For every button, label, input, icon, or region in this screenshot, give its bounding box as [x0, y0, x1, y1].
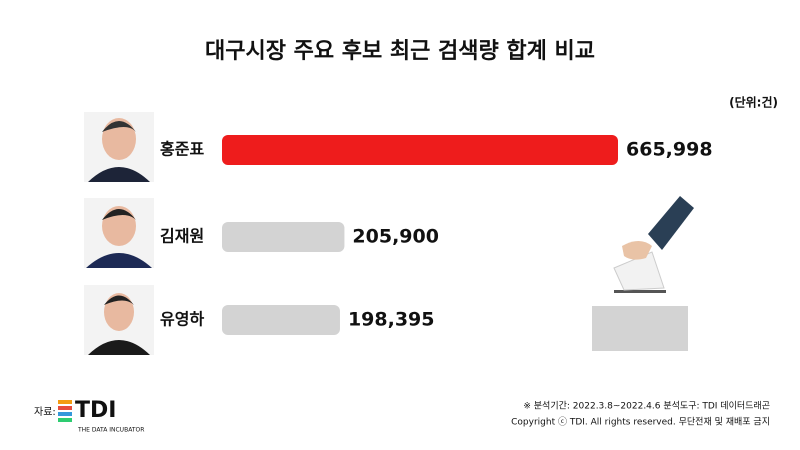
logo-tagline: THE DATA INCUBATOR	[77, 427, 144, 434]
chart-title: 대구시장 주요 후보 최근 검색량 합계 비교	[205, 38, 595, 64]
value-label: 205,900	[352, 226, 439, 248]
unit-label: (단위:건)	[729, 95, 778, 110]
ballot-illustration	[592, 196, 694, 351]
category-label: 홍준표	[160, 140, 204, 159]
logo: TDI	[75, 398, 116, 423]
value-label: 665,998	[626, 139, 713, 161]
bar	[222, 135, 618, 165]
portrait	[84, 285, 154, 355]
category-label: 유영하	[160, 310, 204, 329]
source-label: 자료:	[34, 406, 56, 418]
note: Copyright ⓒ TDI. All rights reserved. 무단…	[511, 416, 770, 428]
portrait	[84, 112, 154, 182]
bar	[222, 305, 340, 335]
note: ※ 분석기간: 2022.3.8~2022.4.6 분석도구: TDI 데이터드…	[523, 401, 770, 412]
bar	[222, 222, 345, 252]
portrait	[84, 198, 154, 268]
category-label: 김재원	[160, 227, 204, 246]
logo-mark	[58, 400, 72, 422]
value-label: 198,395	[348, 309, 435, 331]
